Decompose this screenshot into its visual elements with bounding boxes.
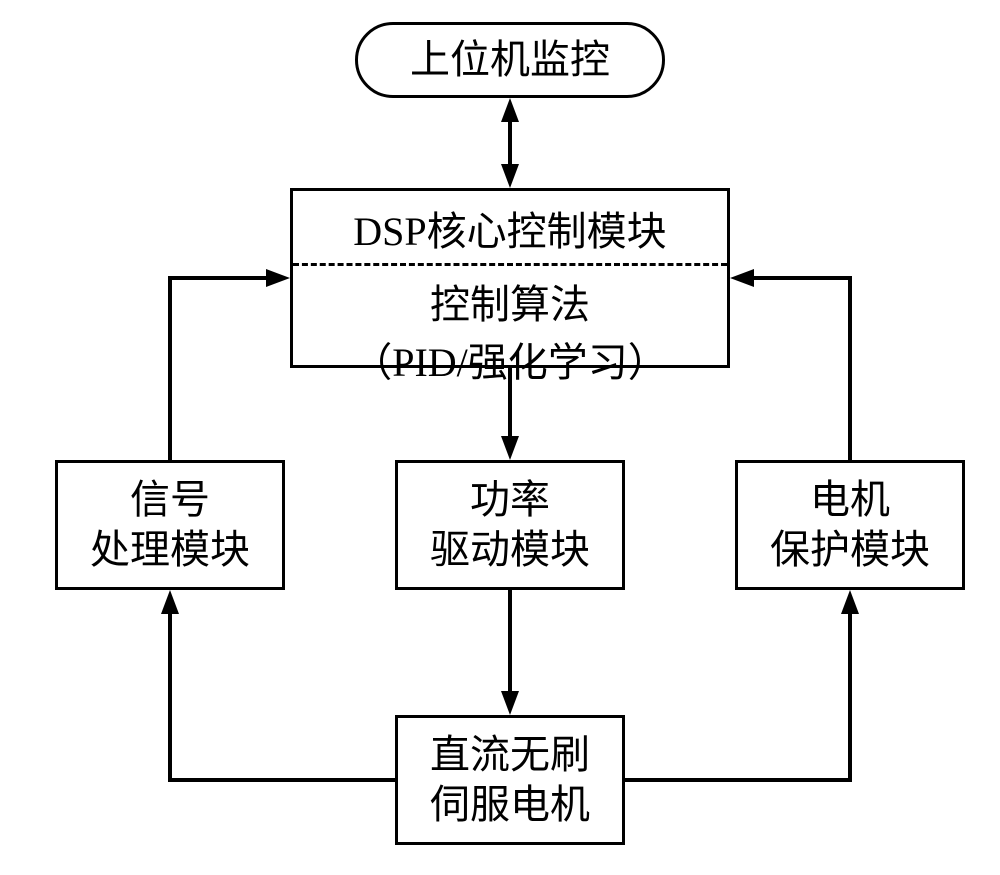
node-signal: 信号 处理模块 xyxy=(55,460,285,590)
node-motor-line2: 伺服电机 xyxy=(430,780,590,830)
node-dsp-top: DSP核心控制模块 xyxy=(293,191,727,266)
node-monitor: 上位机监控 xyxy=(355,22,665,98)
node-dsp-bottom-line1: 控制算法 xyxy=(430,272,590,330)
node-protect-line2: 保护模块 xyxy=(770,525,930,575)
node-protect: 电机 保护模块 xyxy=(735,460,965,590)
node-protect-line1: 电机 xyxy=(810,475,890,525)
node-motor: 直流无刷 伺服电机 xyxy=(395,715,625,845)
node-signal-line1: 信号 xyxy=(130,475,210,525)
node-dsp-bottom: 控制算法 （PID/强化学习） xyxy=(293,266,727,396)
node-power-line2: 驱动模块 xyxy=(430,525,590,575)
node-dsp-bottom-line2: （PID/强化学习） xyxy=(352,330,668,388)
node-signal-line2: 处理模块 xyxy=(90,525,250,575)
node-dsp: DSP核心控制模块 控制算法 （PID/强化学习） xyxy=(290,188,730,368)
node-power-line1: 功率 xyxy=(470,475,550,525)
node-dsp-top-label: DSP核心控制模块 xyxy=(353,209,666,254)
node-motor-line1: 直流无刷 xyxy=(430,730,590,780)
node-monitor-label: 上位机监控 xyxy=(410,35,610,85)
node-power: 功率 驱动模块 xyxy=(395,460,625,590)
